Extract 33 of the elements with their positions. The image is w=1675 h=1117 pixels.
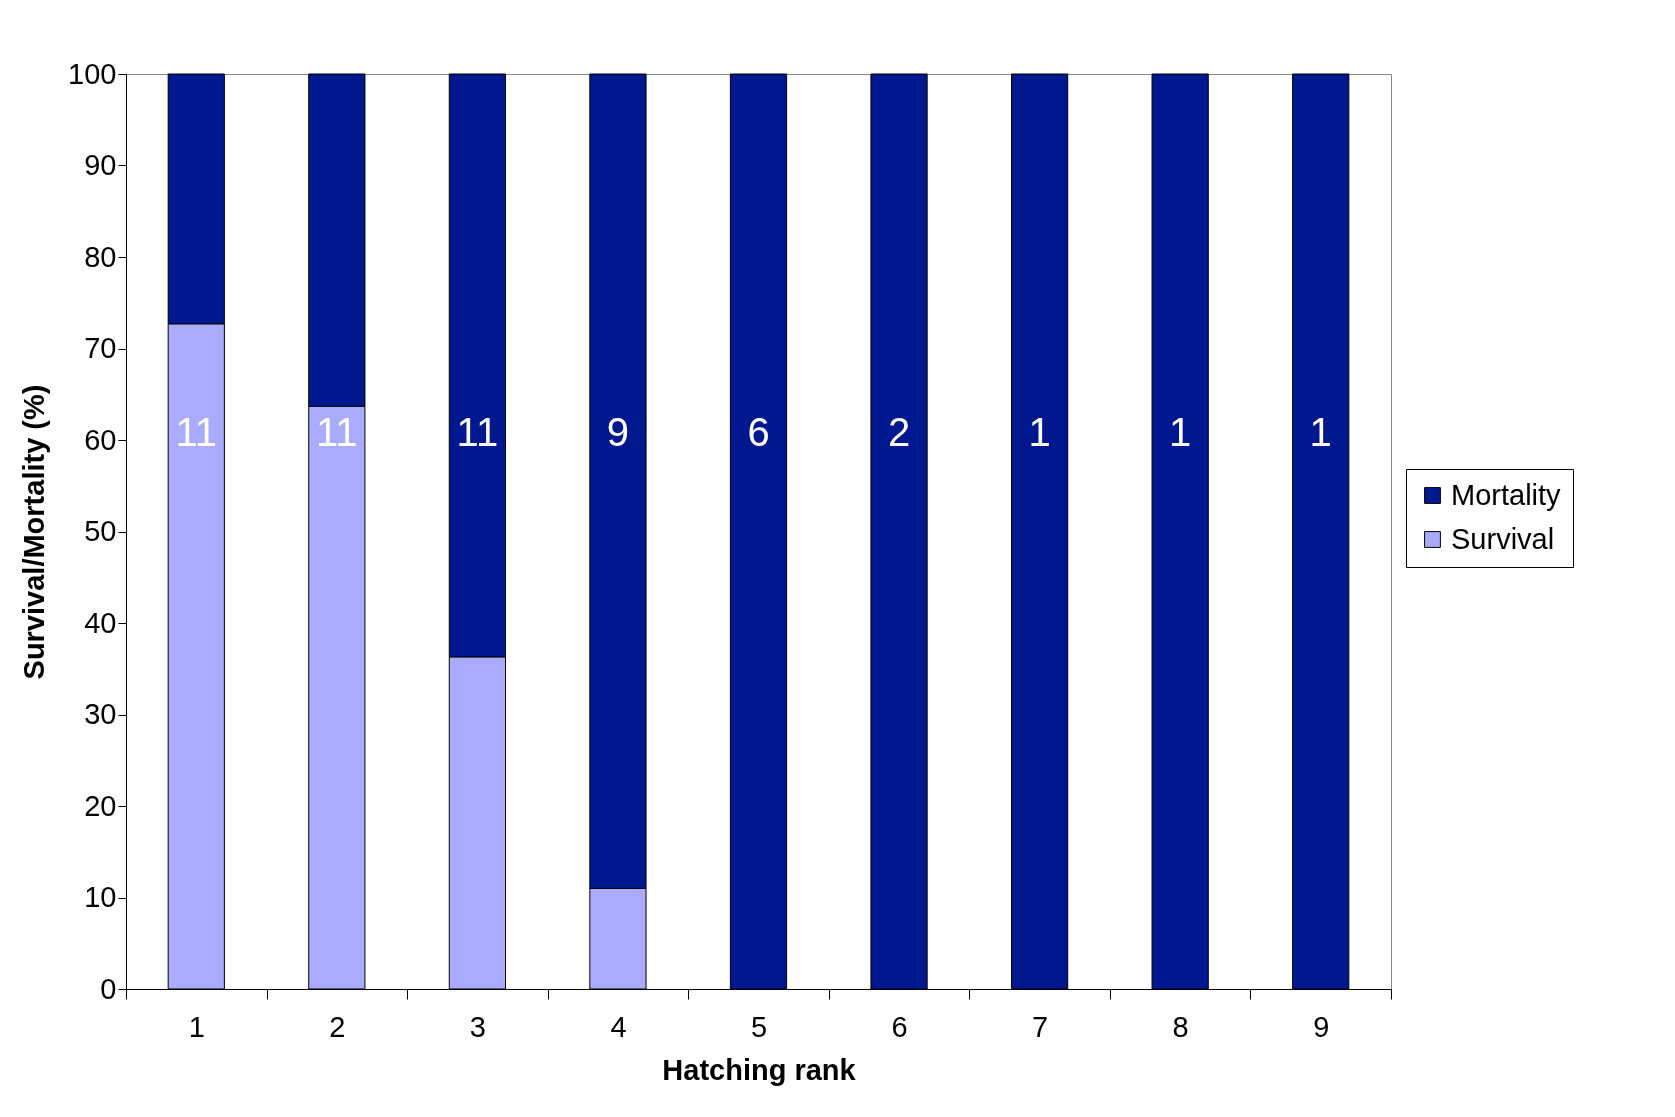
y-tick-label: 80 — [84, 240, 117, 273]
annotation: 11 — [456, 410, 499, 454]
y-tick-label: 0 — [100, 972, 117, 1005]
x-tick-label: 7 — [1032, 1010, 1049, 1043]
x-tick-label: 6 — [891, 1010, 908, 1043]
y-tick-label: 10 — [84, 881, 117, 913]
x-tick-label: 9 — [1313, 1010, 1330, 1043]
y-tick-label: 60 — [84, 423, 117, 456]
annotation: 1 — [1169, 410, 1192, 454]
x-tick-label: 1 — [188, 1010, 205, 1043]
y-tick-label: 70 — [84, 332, 117, 364]
y-tick-label: 30 — [84, 698, 117, 730]
x-tick-label: 4 — [610, 1010, 627, 1043]
annotation: 11 — [175, 410, 218, 454]
annotation: 2 — [887, 410, 911, 454]
y-tick-label: 20 — [84, 789, 117, 822]
annotation: 6 — [747, 410, 770, 454]
annotation: 9 — [606, 410, 630, 454]
x-tick-label: 8 — [1172, 1010, 1189, 1043]
y-tick-label: 50 — [84, 515, 117, 547]
annotation: 1 — [1309, 410, 1332, 454]
x-axis-title: Hatching rank — [662, 1053, 857, 1086]
y-tick-label: 100 — [68, 57, 117, 90]
x-tick-label: 2 — [329, 1010, 346, 1043]
annotation: 1 — [1028, 410, 1051, 454]
y-tick-label: 90 — [84, 149, 117, 181]
y-tick-label: 40 — [84, 606, 117, 639]
legend-label: Mortality — [1451, 478, 1562, 511]
legend-label: Survival — [1451, 522, 1555, 555]
x-tick-label: 3 — [469, 1010, 486, 1043]
y-axis-title: Survival/Mortality (%) — [18, 384, 51, 680]
x-tick-label: 5 — [750, 1010, 768, 1043]
annotation: 11 — [316, 410, 358, 454]
